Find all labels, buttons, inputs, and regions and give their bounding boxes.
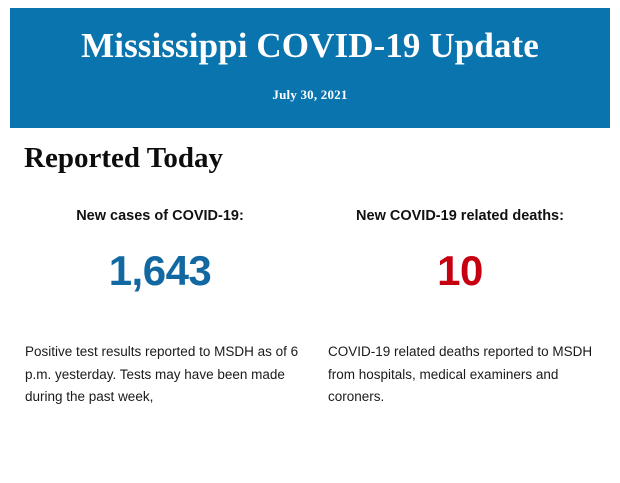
section-heading-reported-today: Reported Today — [24, 142, 224, 174]
stats-row: New cases of COVID-19: 1,643 New COVID-1… — [10, 206, 610, 295]
description-new-cases: Positive test results reported to MSDH a… — [10, 341, 310, 409]
stat-card-new-deaths: New COVID-19 related deaths: 10 — [310, 206, 610, 295]
description-text-new-deaths: COVID-19 related deaths reported to MSDH… — [328, 344, 593, 404]
descriptions-row: Positive test results reported to MSDH a… — [10, 341, 610, 409]
stat-card-new-cases: New cases of COVID-19: 1,643 — [10, 206, 310, 295]
stat-label-new-cases: New cases of COVID-19: — [76, 208, 244, 224]
description-new-deaths: COVID-19 related deaths reported to MSDH… — [310, 341, 610, 409]
stat-value-new-cases: 1,643 — [108, 247, 212, 294]
header-banner: Mississippi COVID-19 Update July 30, 202… — [10, 8, 610, 128]
description-text-new-cases: Positive test results reported to MSDH a… — [25, 344, 299, 404]
report-date: July 30, 2021 — [272, 87, 348, 102]
stat-value-new-deaths: 10 — [437, 247, 483, 294]
stat-label-new-deaths: New COVID-19 related deaths: — [356, 208, 564, 224]
page-title: Mississippi COVID-19 Update — [81, 26, 539, 65]
